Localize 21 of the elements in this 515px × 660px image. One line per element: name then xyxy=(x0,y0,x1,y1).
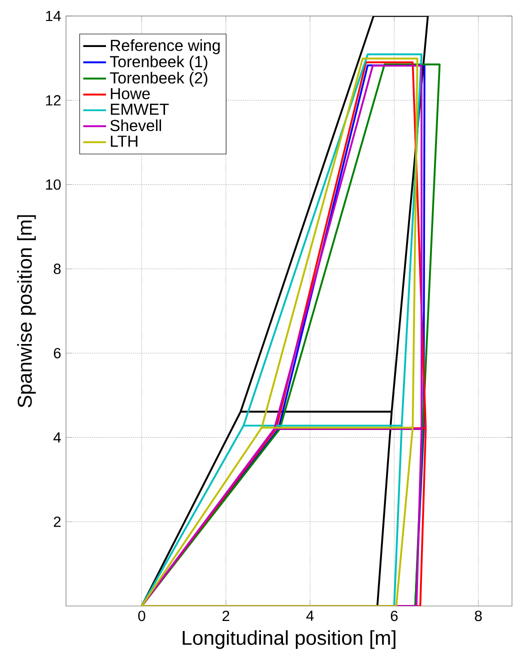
legend-label: LTH xyxy=(110,136,138,147)
legend-label: Torenbeek (1) xyxy=(110,56,208,70)
x-tick-label: 6 xyxy=(390,610,398,622)
y-tick-label: 2 xyxy=(54,516,61,527)
y-tick-label: 4 xyxy=(53,432,61,442)
y-tick-label: 8 xyxy=(54,264,61,274)
x-tick-label: 2 xyxy=(222,610,230,621)
x-axis-title: Longitudinal position [m] xyxy=(182,630,396,649)
y-tick-label: 14 xyxy=(46,10,61,22)
y-axis-title: Spanwise position [m] xyxy=(17,215,36,408)
legend-label: Howe xyxy=(110,88,150,100)
x-tick-label: 0 xyxy=(138,610,146,622)
y-tick-label: 10 xyxy=(46,179,61,190)
legend-label: EMWET xyxy=(110,104,169,115)
x-tick-label: 8 xyxy=(474,610,482,622)
legend-label: Shevell xyxy=(110,119,162,132)
legend-label: Reference wing xyxy=(110,39,220,54)
legend-label: Torenbeek (2) xyxy=(110,72,208,87)
x-tick-label: 4 xyxy=(306,610,314,621)
y-tick-label: 12 xyxy=(46,95,61,106)
y-tick-label: 6 xyxy=(54,348,61,358)
